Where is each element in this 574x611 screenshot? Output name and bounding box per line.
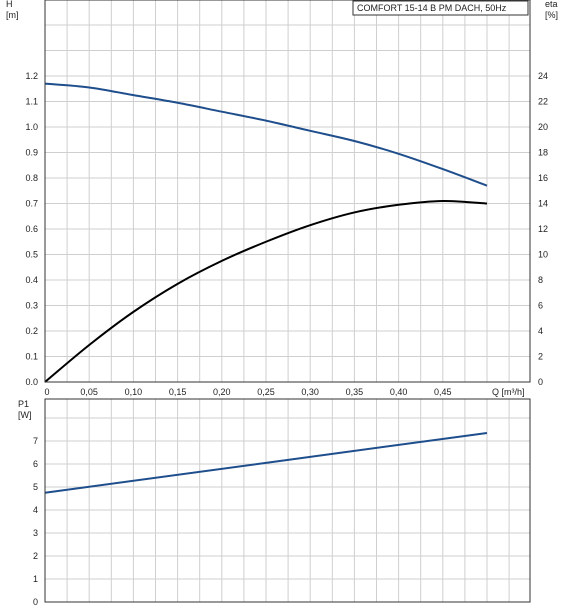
bottom-grid	[44, 399, 530, 603]
power-axis-label-line-1: P1	[18, 399, 29, 409]
head-axis-label-line-1: H	[6, 0, 13, 9]
eta-axis-label: eta [%]	[545, 0, 560, 20]
top-grid	[44, 0, 530, 383]
head-curve	[44, 82, 488, 187]
head-tick-label: 0.6	[25, 224, 38, 234]
power-tick-label: 6	[33, 459, 38, 469]
eta-tick-label: 18	[538, 148, 548, 158]
head-tick-label: 0.3	[25, 301, 38, 311]
bottom-series-layer	[44, 431, 488, 494]
head-tick-label: 1.1	[25, 97, 38, 107]
head-efficiency-plot: 0.0 0.1 0.2 0.3 0.4 0.5 0.6 0.7 0.8 0.9 1.0 1.1 1.2 0…	[6, 0, 560, 397]
eta-axis-label-line-2: [%]	[545, 10, 558, 20]
head-tick-label: 0.1	[25, 352, 38, 362]
head-tick-label: 0.5	[25, 250, 38, 260]
head-tick-label: 1.0	[25, 122, 38, 132]
head-tick-label: 0.0	[25, 377, 38, 387]
flow-tick-label: 0,40	[390, 387, 408, 397]
power-axis-label-line-2: [W]	[18, 410, 32, 420]
flow-tick-label: 0	[44, 387, 49, 397]
eta-tick-label: 22	[538, 97, 548, 107]
flow-tick-label: 0,15	[169, 387, 187, 397]
head-axis-label-line-2: [m]	[6, 10, 19, 20]
eta-tick-label: 2	[538, 352, 543, 362]
eta-tick-label: 16	[538, 173, 548, 183]
top-series-layer	[44, 82, 488, 383]
head-tick-label: 0.2	[25, 326, 38, 336]
head-tick-label: 1.2	[25, 71, 38, 81]
head-axis-label: H [m]	[6, 0, 19, 20]
power-plot: 0 1 2 3 4 5 6 7 P1 [W]	[18, 398, 531, 607]
efficiency-curve	[44, 199, 488, 383]
eta-tick-label: 0	[538, 377, 543, 387]
power-tick-label: 3	[33, 528, 38, 538]
flow-tick-label: 0,45	[434, 387, 452, 397]
eta-tick-label: 8	[538, 275, 543, 285]
power-tick-label: 1	[33, 574, 38, 584]
top-plot-frame	[44, 0, 531, 383]
flow-axis-label: Q [m³/h]	[492, 387, 525, 397]
eta-tick-label: 12	[538, 224, 548, 234]
power-tick-label: 5	[33, 482, 38, 492]
flow-tick-label: 0,30	[301, 387, 319, 397]
power-tick-label: 4	[33, 505, 38, 515]
flow-tick-label: 0,35	[346, 387, 364, 397]
power-tick-label: 0	[33, 597, 38, 607]
head-tick-label: 0.9	[25, 148, 38, 158]
flow-tick-label: 0,10	[125, 387, 143, 397]
power-tick-label: 7	[33, 436, 38, 446]
bottom-tick-labels: 0 1 2 3 4 5 6 7	[33, 436, 38, 607]
bottom-plot-frame	[44, 398, 531, 603]
eta-tick-label: 14	[538, 199, 548, 209]
power-curve	[44, 431, 488, 494]
eta-tick-label: 20	[538, 122, 548, 132]
chart-title-box	[352, 0, 529, 16]
chart-title: COMFORT 15-14 B PM DACH, 50Hz	[357, 3, 507, 13]
eta-tick-label: 24	[538, 71, 548, 81]
eta-tick-label: 6	[538, 301, 543, 311]
head-tick-label: 0.8	[25, 173, 38, 183]
flow-tick-label: 0,25	[257, 387, 275, 397]
eta-axis-label-line-1: eta	[545, 0, 558, 9]
power-axis-label: P1 [W]	[18, 399, 32, 420]
eta-tick-label: 10	[538, 250, 548, 260]
head-tick-label: 0.4	[25, 275, 38, 285]
flow-tick-label: 0,20	[213, 387, 231, 397]
eta-tick-label: 4	[538, 326, 543, 336]
power-tick-label: 2	[33, 551, 38, 561]
head-tick-label: 0.7	[25, 199, 38, 209]
top-tick-labels: 0.0 0.1 0.2 0.3 0.4 0.5 0.6 0.7 0.8 0.9 1.0 1.1 1.2 0…	[25, 71, 548, 397]
flow-tick-label: 0,05	[80, 387, 98, 397]
